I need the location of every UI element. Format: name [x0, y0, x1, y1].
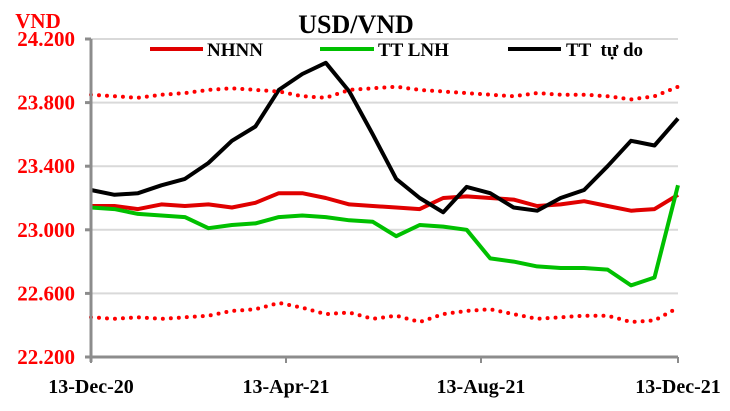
y-tick-label: 23.000 [17, 218, 75, 242]
legend-label-tt-tu-do: TT tự do [566, 40, 643, 61]
x-tick-label: 13-Aug-21 [437, 376, 526, 398]
y-tick-label: 22.200 [17, 345, 75, 369]
x-tick-label: 13-Dec-21 [635, 376, 721, 398]
data-series [89, 60, 680, 325]
y-axis-tick-labels: 22.200 22.600 23.000 23.400 23.800 24.200 [17, 27, 75, 369]
chart-title: USD/VND [298, 10, 414, 39]
axes [85, 37, 679, 363]
legend-label-nhnn: NHNN [207, 40, 263, 61]
legend: NHNN TT LNH TT tự do [150, 40, 643, 61]
series-line-band [89, 84, 680, 102]
y-tick-label: 23.800 [17, 91, 75, 115]
gridlines [91, 38, 678, 295]
y-tick-label: 23.400 [17, 154, 75, 178]
series-line [90, 60, 680, 215]
x-tick-label: 13-Dec-20 [48, 376, 134, 398]
series-line-band [89, 300, 680, 325]
series-line [91, 191, 680, 213]
x-axis-tick-labels: 13-Dec-20 13-Apr-21 13-Aug-21 13-Dec-21 [48, 376, 721, 398]
x-tick-label: 13-Apr-21 [242, 376, 329, 398]
y-axis-unit-label: VND [15, 9, 61, 33]
legend-label-tt-lnh: TT LNH [378, 40, 449, 61]
y-tick-label: 24.200 [17, 27, 75, 51]
series-line [90, 184, 680, 288]
y-tick-label: 22.600 [17, 281, 75, 305]
